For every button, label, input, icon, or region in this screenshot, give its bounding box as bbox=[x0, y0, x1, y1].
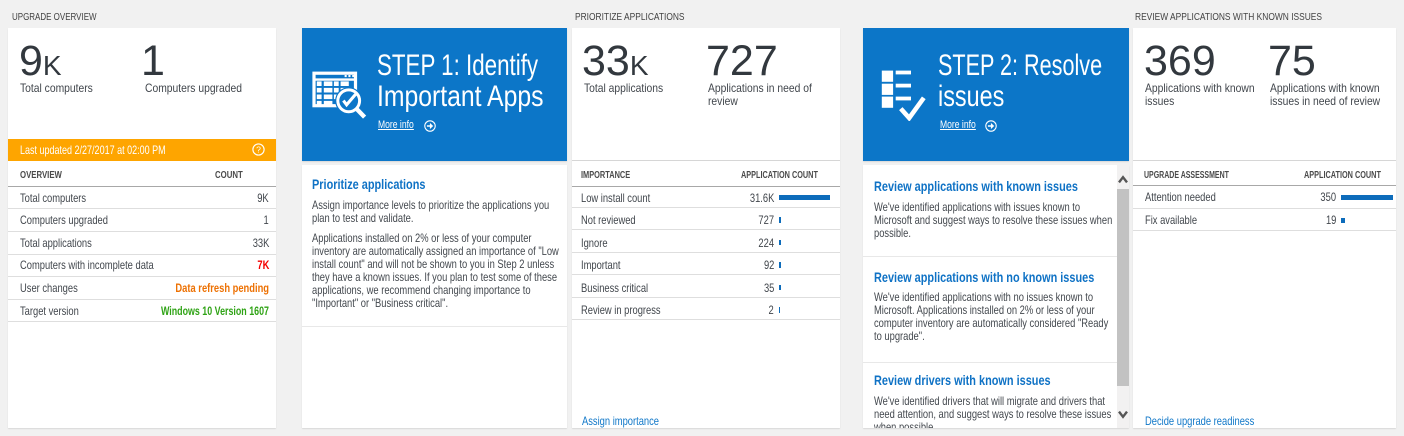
svg-text:?: ? bbox=[256, 144, 261, 154]
